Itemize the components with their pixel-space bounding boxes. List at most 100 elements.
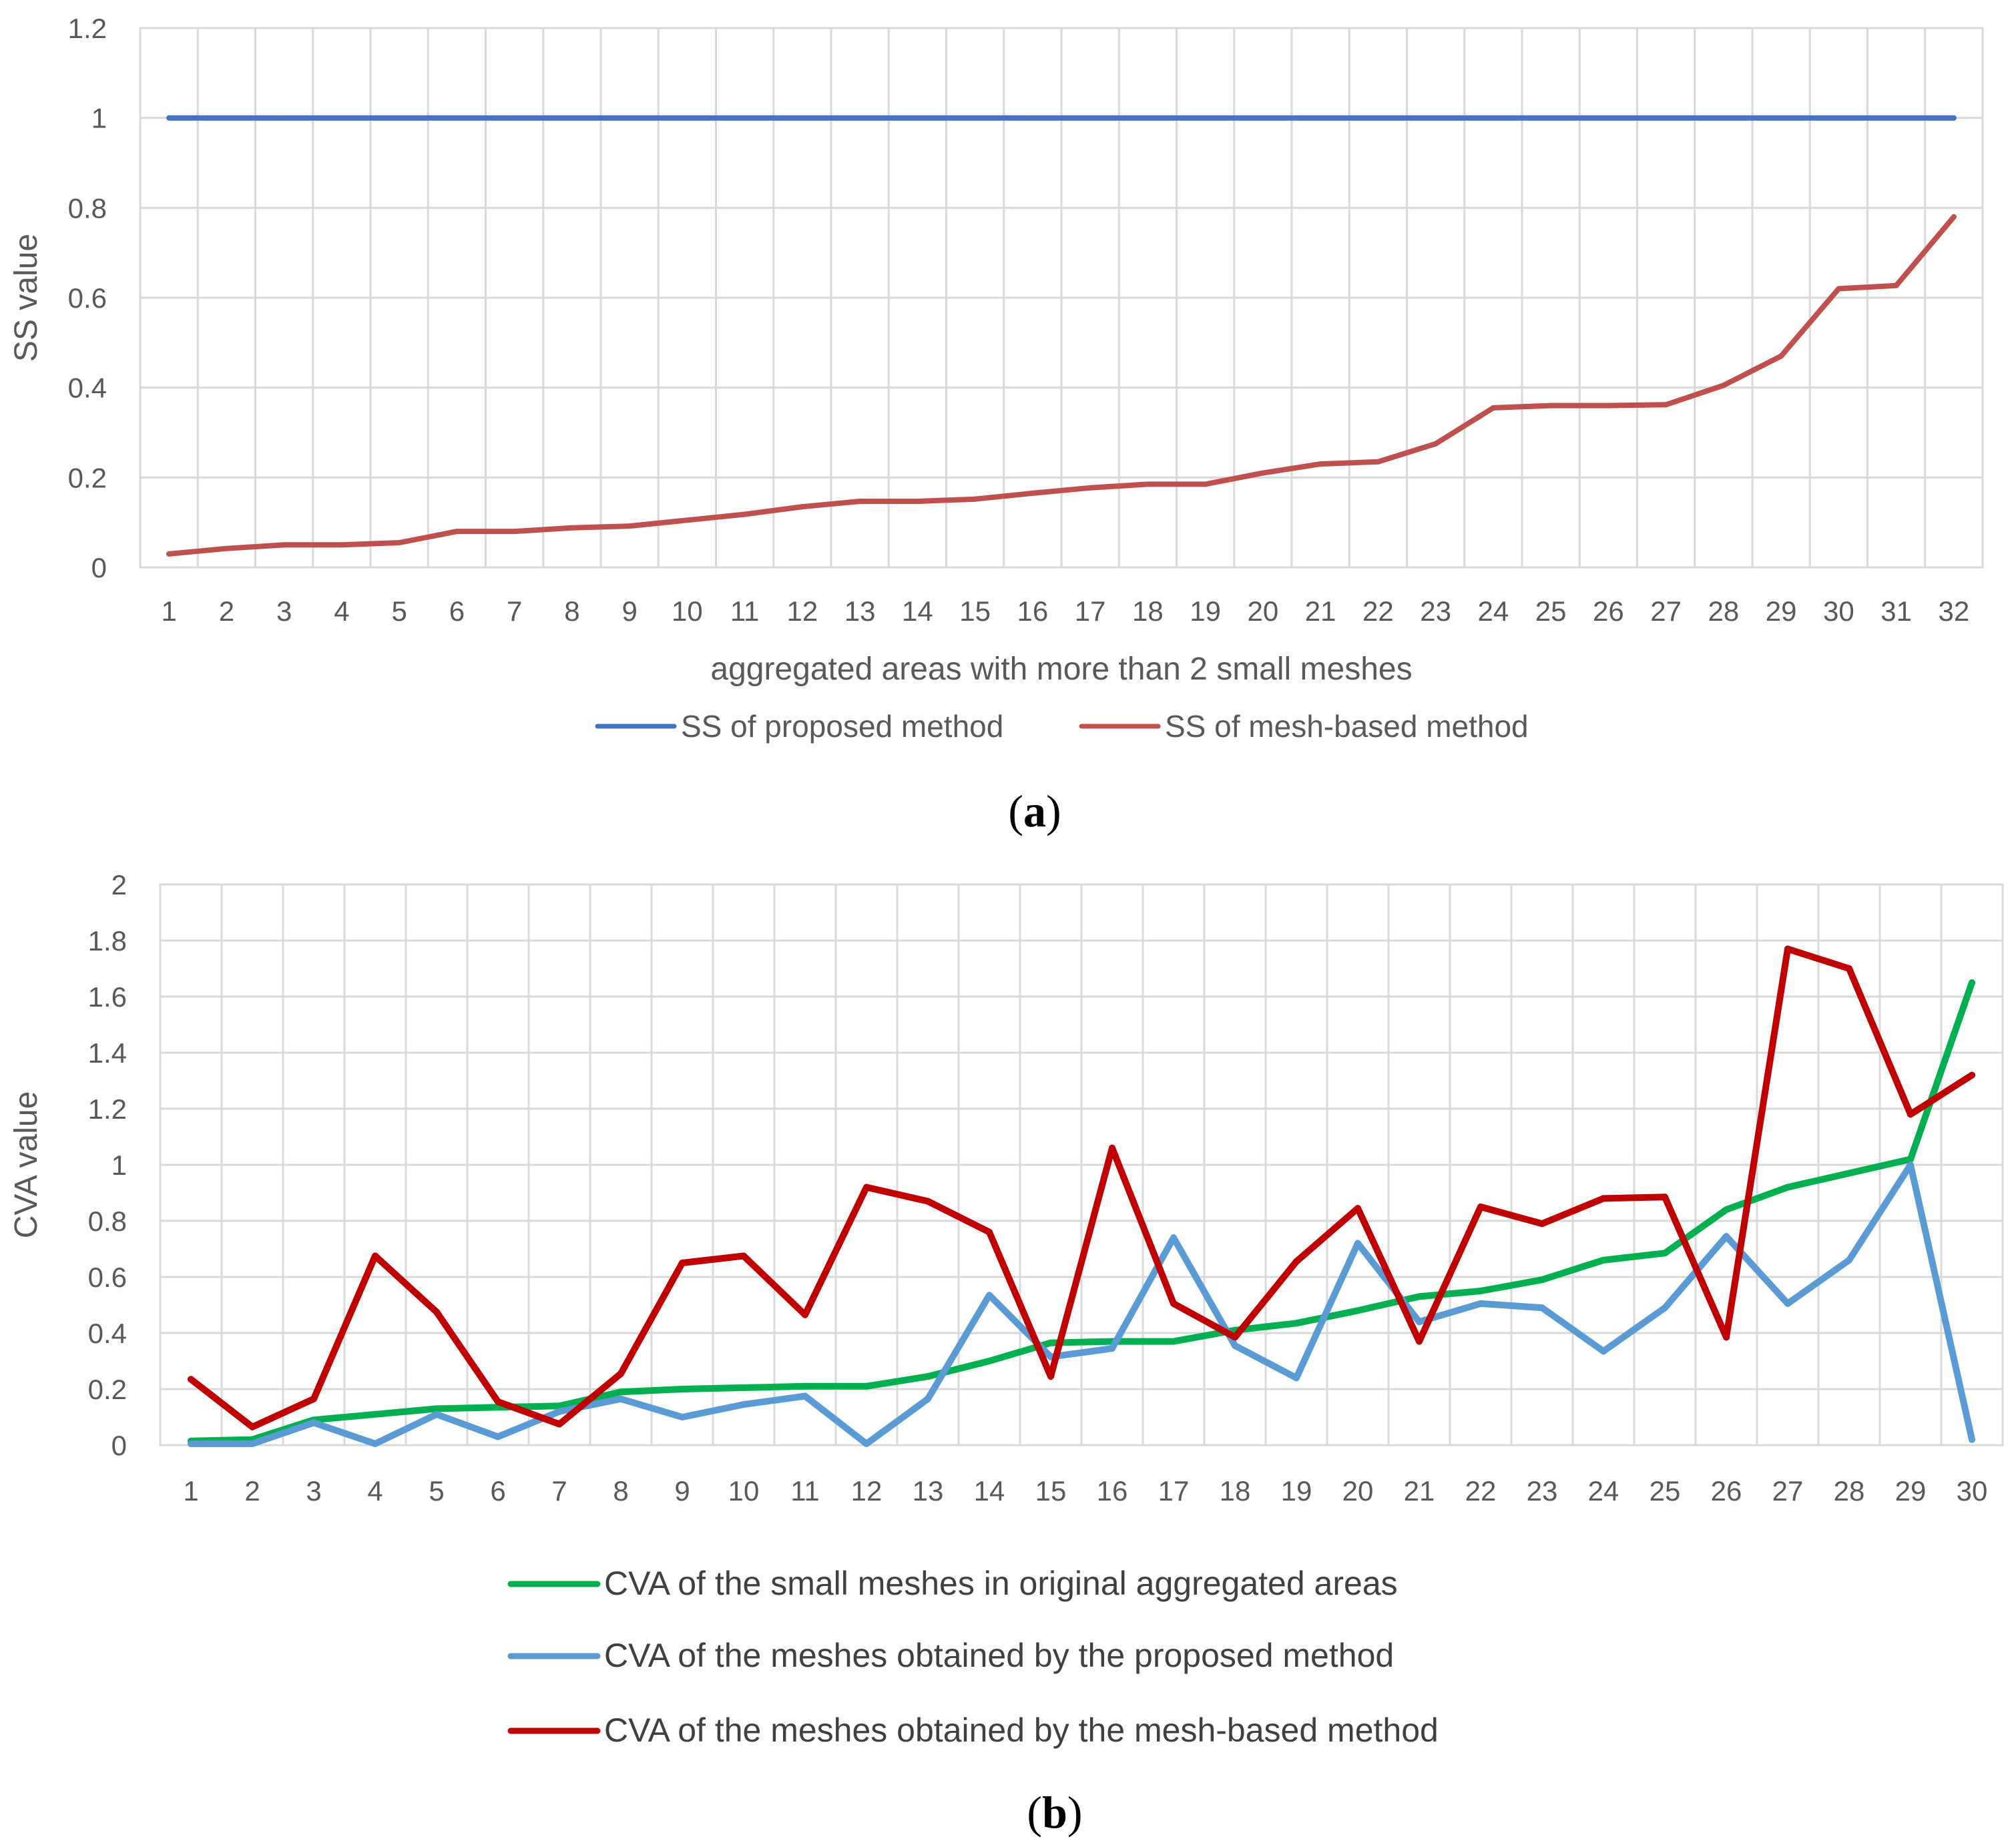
x-tick-label: 4 — [367, 1475, 383, 1507]
data-point — [1232, 1334, 1238, 1341]
data-point — [617, 1395, 624, 1402]
series-b-1 — [188, 979, 1975, 1444]
data-point — [1170, 1234, 1177, 1242]
data-point — [1087, 115, 1093, 121]
data-point — [1047, 1373, 1054, 1380]
data-point — [1720, 115, 1726, 121]
data-point — [1720, 382, 1726, 388]
data-point — [1907, 1155, 1914, 1163]
legend-label: SS of mesh-based method — [1165, 709, 1529, 744]
data-point — [1293, 1258, 1300, 1265]
data-point — [1723, 1233, 1730, 1240]
x-tick-label: 15 — [1035, 1475, 1067, 1507]
y-tick-label: 1 — [91, 103, 107, 134]
data-point — [925, 1395, 931, 1402]
x-tick-label: 23 — [1420, 595, 1451, 627]
data-point — [397, 115, 403, 121]
data-point — [972, 115, 978, 121]
data-point — [1846, 1169, 1852, 1177]
x-tick-label: 15 — [959, 595, 991, 627]
data-point — [1605, 403, 1611, 409]
data-point — [1490, 115, 1496, 121]
data-point — [1433, 441, 1439, 447]
x-tick-label: 28 — [1708, 595, 1740, 627]
data-point — [915, 499, 921, 504]
x-tick-label: 10 — [672, 595, 703, 627]
data-point — [1951, 115, 1957, 121]
x-tick-label: 9 — [674, 1475, 690, 1507]
data-point — [166, 551, 172, 557]
data-point — [972, 496, 978, 502]
x-tick-label: 14 — [902, 595, 933, 627]
data-point — [679, 1386, 686, 1392]
data-point — [1170, 1338, 1177, 1345]
data-point — [925, 1373, 931, 1380]
series-a-2 — [166, 214, 1957, 557]
x-tick-label: 21 — [1404, 1475, 1435, 1507]
legend-item: SS of proposed method — [595, 709, 1003, 744]
data-point — [863, 1440, 870, 1447]
data-point — [679, 1260, 686, 1266]
x-tick-label: 25 — [1650, 1475, 1681, 1507]
panel-label: (b) — [1027, 1787, 1082, 1838]
data-point — [1723, 1334, 1730, 1341]
x-tick-label: 11 — [730, 595, 760, 627]
data-point — [1477, 1288, 1484, 1294]
y-tick-label: 0.2 — [68, 462, 107, 493]
x-tick-label: 24 — [1478, 595, 1509, 627]
x-tick-label: 18 — [1132, 595, 1164, 627]
data-point — [1600, 1348, 1607, 1355]
x-tick-label: 8 — [564, 595, 579, 627]
data-point — [338, 542, 344, 548]
plot-frame — [139, 27, 1984, 569]
y-tick-label: 0.8 — [88, 1206, 127, 1237]
data-point — [1416, 1318, 1423, 1326]
data-point — [802, 1311, 808, 1318]
data-point — [511, 529, 517, 535]
legend-item: CVA of the meshes obtained by the mesh-b… — [507, 1711, 1439, 1749]
x-tick-label: 2 — [219, 595, 234, 627]
y-tick-label: 0.4 — [68, 372, 107, 404]
x-tick-label: 20 — [1342, 1475, 1374, 1507]
data-point — [1293, 1320, 1300, 1327]
x-tick-label: 3 — [276, 595, 292, 627]
data-point — [1548, 403, 1554, 409]
x-tick-label: 26 — [1593, 595, 1624, 627]
data-point — [799, 504, 805, 510]
y-tick-label: 2 — [111, 869, 127, 900]
data-point — [617, 1370, 624, 1377]
y-axis-title: SS value — [9, 234, 44, 362]
data-point — [742, 115, 748, 121]
data-point — [1354, 1240, 1361, 1247]
data-point — [986, 1292, 993, 1299]
x-tick-label: 1 — [183, 1475, 198, 1507]
y-tick-label: 1.6 — [88, 981, 127, 1013]
data-point — [454, 115, 460, 121]
data-point — [1893, 282, 1899, 288]
series-a-1 — [166, 115, 1957, 121]
data-point — [684, 517, 690, 523]
data-point — [188, 1376, 194, 1383]
x-tick-label: 6 — [490, 1475, 505, 1507]
x-tick-label: 30 — [1823, 595, 1854, 627]
data-point — [1375, 115, 1381, 121]
data-point — [1477, 1204, 1484, 1210]
series-line — [188, 945, 1975, 1430]
data-point — [1846, 1256, 1852, 1264]
data-point — [863, 1183, 870, 1191]
data-point — [799, 115, 805, 121]
data-point — [495, 1398, 501, 1405]
data-point — [454, 529, 460, 535]
data-point — [802, 1382, 808, 1390]
x-tick-label: 3 — [306, 1475, 321, 1507]
x-tick-label: 2 — [244, 1475, 260, 1507]
x-tick-label: 14 — [974, 1475, 1005, 1507]
chart-b: 00.20.40.60.811.21.41.61.821 2 3 4 5 6 7 8 9 10 11… — [9, 869, 2004, 1838]
x-tick-label: 20 — [1248, 595, 1279, 627]
data-point — [310, 1419, 317, 1426]
x-tick-label: 7 — [551, 1475, 567, 1507]
panel-label: (a) — [1008, 786, 1061, 836]
y-tick-label: 0.6 — [68, 282, 107, 314]
x-tick-label: 24 — [1588, 1475, 1619, 1507]
data-point — [1047, 1339, 1054, 1346]
